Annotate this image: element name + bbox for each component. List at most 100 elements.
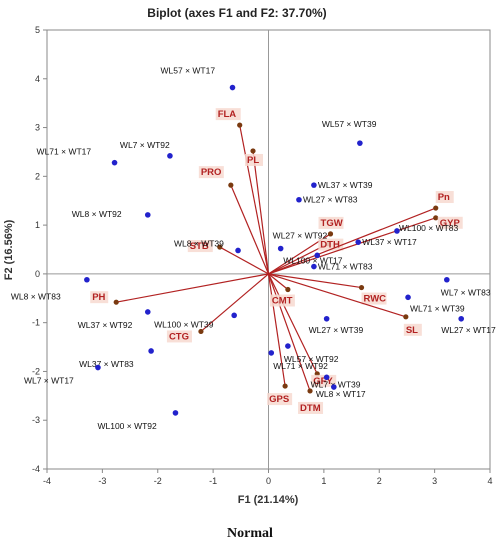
- observation-wl7-x-wt83-label: WL7 × WT83: [441, 288, 491, 298]
- x-tick-label: 3: [432, 476, 437, 486]
- x-tick-label: -3: [98, 476, 106, 486]
- variable-ctg-tip: [198, 328, 204, 335]
- y-tick-label: 2: [35, 171, 40, 181]
- variable-dtm-vector: [267, 273, 311, 392]
- observation-wl71-x-wt92-point: [268, 350, 275, 356]
- observation-wl7-x-wt92-point: [167, 153, 173, 159]
- variable-dth-label-bg: [318, 238, 344, 251]
- observation-wl57-x-wt39-point: [357, 140, 363, 146]
- x-axis-title: F1 (21.14%): [238, 494, 299, 506]
- variable-sl-tip: [403, 314, 409, 320]
- observation-wl37-x-wt83-label: WL37 × WT83: [79, 359, 134, 369]
- observation-wl100-x-wt83-point: [394, 228, 400, 234]
- variable-fla-tip: [237, 122, 243, 128]
- variable-pl-label: PL: [247, 155, 259, 166]
- y-tick-label: 5: [35, 25, 40, 35]
- variable-pro-tip: [228, 182, 234, 188]
- x-tick-label: -2: [154, 476, 162, 486]
- variable-pro-label: PRO: [201, 167, 222, 178]
- observation-wl8-x-wt92-label: WL8 × WT92: [72, 209, 122, 219]
- variable-stb-label-bg: [187, 240, 213, 253]
- observation-wl57-x-wt17-label: WL57 × WT17: [161, 66, 216, 76]
- observation-wl27-x-wt92-point: [277, 245, 284, 252]
- variable-cmt-label-bg: [269, 294, 295, 307]
- variable-gyp-label-bg: [437, 216, 463, 229]
- chart-title: Biplot (axes F1 and F2: 37.70%): [147, 6, 326, 20]
- observation-wl8-x-wt39-point: [235, 247, 241, 254]
- observation-wl37-x-wt92-label: WL37 × WT92: [78, 320, 133, 330]
- observation-wl100-x-wt92-label: WL100 × WT92: [97, 421, 157, 431]
- variable-pl-label-bg: [244, 153, 263, 166]
- observation-wl71-x-wt17-label: WL71 × WT17: [37, 147, 92, 157]
- observation-wl100-x-wt39-label: WL100 × WT39: [154, 319, 214, 329]
- observation-wl27-x-wt83-point: [296, 196, 302, 203]
- observation-wl27-x-wt39-point: [323, 315, 330, 322]
- variable-fla-vector: [239, 125, 270, 275]
- observation-wl7-x-wt17-point: [95, 364, 101, 371]
- observation-wl100-x-wt17-label: WL100 × WT17: [283, 255, 343, 265]
- variable-gyp-vector: [268, 217, 436, 275]
- variable-pro-label-bg: [198, 166, 224, 179]
- variable-pro-vector: [230, 184, 270, 275]
- observation-wl27-x-wt39-label: WL27 × WT39: [309, 325, 364, 335]
- observation-wl7-x-wt92-label: WL7 × WT92: [120, 140, 170, 150]
- variable-pn-tip: [433, 205, 439, 211]
- x-tick-label: -1: [209, 476, 217, 486]
- observation-wl7-x-wt39-label: WL7 × WT39: [311, 379, 361, 389]
- observation-wl100-x-wt39-point: [231, 312, 237, 319]
- variable-rwc-label-bg: [361, 292, 387, 305]
- observation-wl57-x-wt92-point: [285, 343, 291, 349]
- variable-gyp-label: GYP: [440, 218, 461, 229]
- y-tick-label: -1: [32, 318, 40, 328]
- y-tick-label: -2: [32, 366, 40, 376]
- observation-wl71-x-wt83-point: [311, 263, 317, 270]
- variable-ph-label: PH: [92, 292, 105, 303]
- variable-fla-label-bg: [215, 108, 241, 121]
- y-tick-label: 3: [35, 123, 40, 133]
- variable-dtm-label-bg: [298, 401, 324, 414]
- observation-wl8-x-wt83-point: [84, 276, 90, 283]
- x-tick-label: 2: [377, 476, 382, 486]
- observation-wl37-x-wt17-point: [355, 239, 362, 245]
- observation-wl37-x-wt39-label: WL37 × WT39: [318, 180, 373, 190]
- observation-wl100-x-wt83-label: WL100 × WT83: [399, 223, 459, 233]
- variable-cmt-label: CMT: [272, 295, 293, 306]
- observation-wl8-x-wt17-label: WL8 × WT17: [316, 389, 366, 399]
- observation-wl27-x-wt83-label: WL27 × WT83: [303, 195, 358, 205]
- variable-ph-label-bg: [90, 291, 109, 304]
- observation-wl7-x-wt83-point: [444, 276, 450, 283]
- observation-wl7-x-wt17-label: WL7 × WT17: [24, 376, 74, 386]
- variable-ctg-label-bg: [166, 330, 192, 343]
- variable-tgw-tip: [327, 231, 334, 237]
- observation-wl27-x-wt17-label: WL27 × WT17: [441, 325, 496, 335]
- variable-stb-label: STB: [190, 241, 209, 252]
- observation-wl71-x-wt39-label: WL71 × WT39: [410, 303, 465, 313]
- variable-stb-vector: [219, 246, 269, 275]
- variable-ctg-vector: [200, 273, 269, 332]
- variable-sl-vector: [268, 273, 407, 318]
- variable-dtm-label: DTM: [300, 403, 321, 414]
- variable-rwc-label: RWC: [364, 294, 387, 305]
- variable-gps-label-bg: [267, 393, 293, 406]
- observation-wl37-x-wt83-point: [148, 348, 154, 354]
- variable-tgw-label: TGW: [321, 218, 343, 229]
- variable-gps-tip: [282, 383, 288, 389]
- variable-pn-label: Pn: [438, 192, 450, 203]
- variable-ph-vector: [116, 273, 269, 303]
- x-tick-label: -4: [43, 476, 51, 486]
- biplot-chart: Biplot (axes F1 and F2: 37.70%) -4 -3 -2 -1…: [3, 6, 496, 506]
- variable-cmt-vector: [268, 273, 289, 290]
- observation-wl100-x-wt17-point: [314, 252, 321, 259]
- variable-gps-label: GPS: [269, 394, 289, 405]
- observation-wl57-x-wt39-label: WL57 × WT39: [322, 119, 377, 129]
- variable-pl-tip: [250, 148, 256, 154]
- variable-stb-tip: [217, 244, 223, 250]
- observation-wl7-x-wt39-point: [323, 374, 330, 381]
- variable-dth-label: DTH: [320, 240, 340, 251]
- observation-wl71-x-wt39-point: [405, 294, 411, 301]
- variable-ctg-label: CTG: [169, 331, 189, 342]
- variable-gfy-vector: [267, 273, 318, 375]
- y-axis-title: F2 (16.56%): [3, 219, 15, 280]
- observation-wl71-x-wt83-label: WL71 × WT83: [318, 262, 373, 272]
- observation-wl27-x-wt17-point: [458, 315, 465, 322]
